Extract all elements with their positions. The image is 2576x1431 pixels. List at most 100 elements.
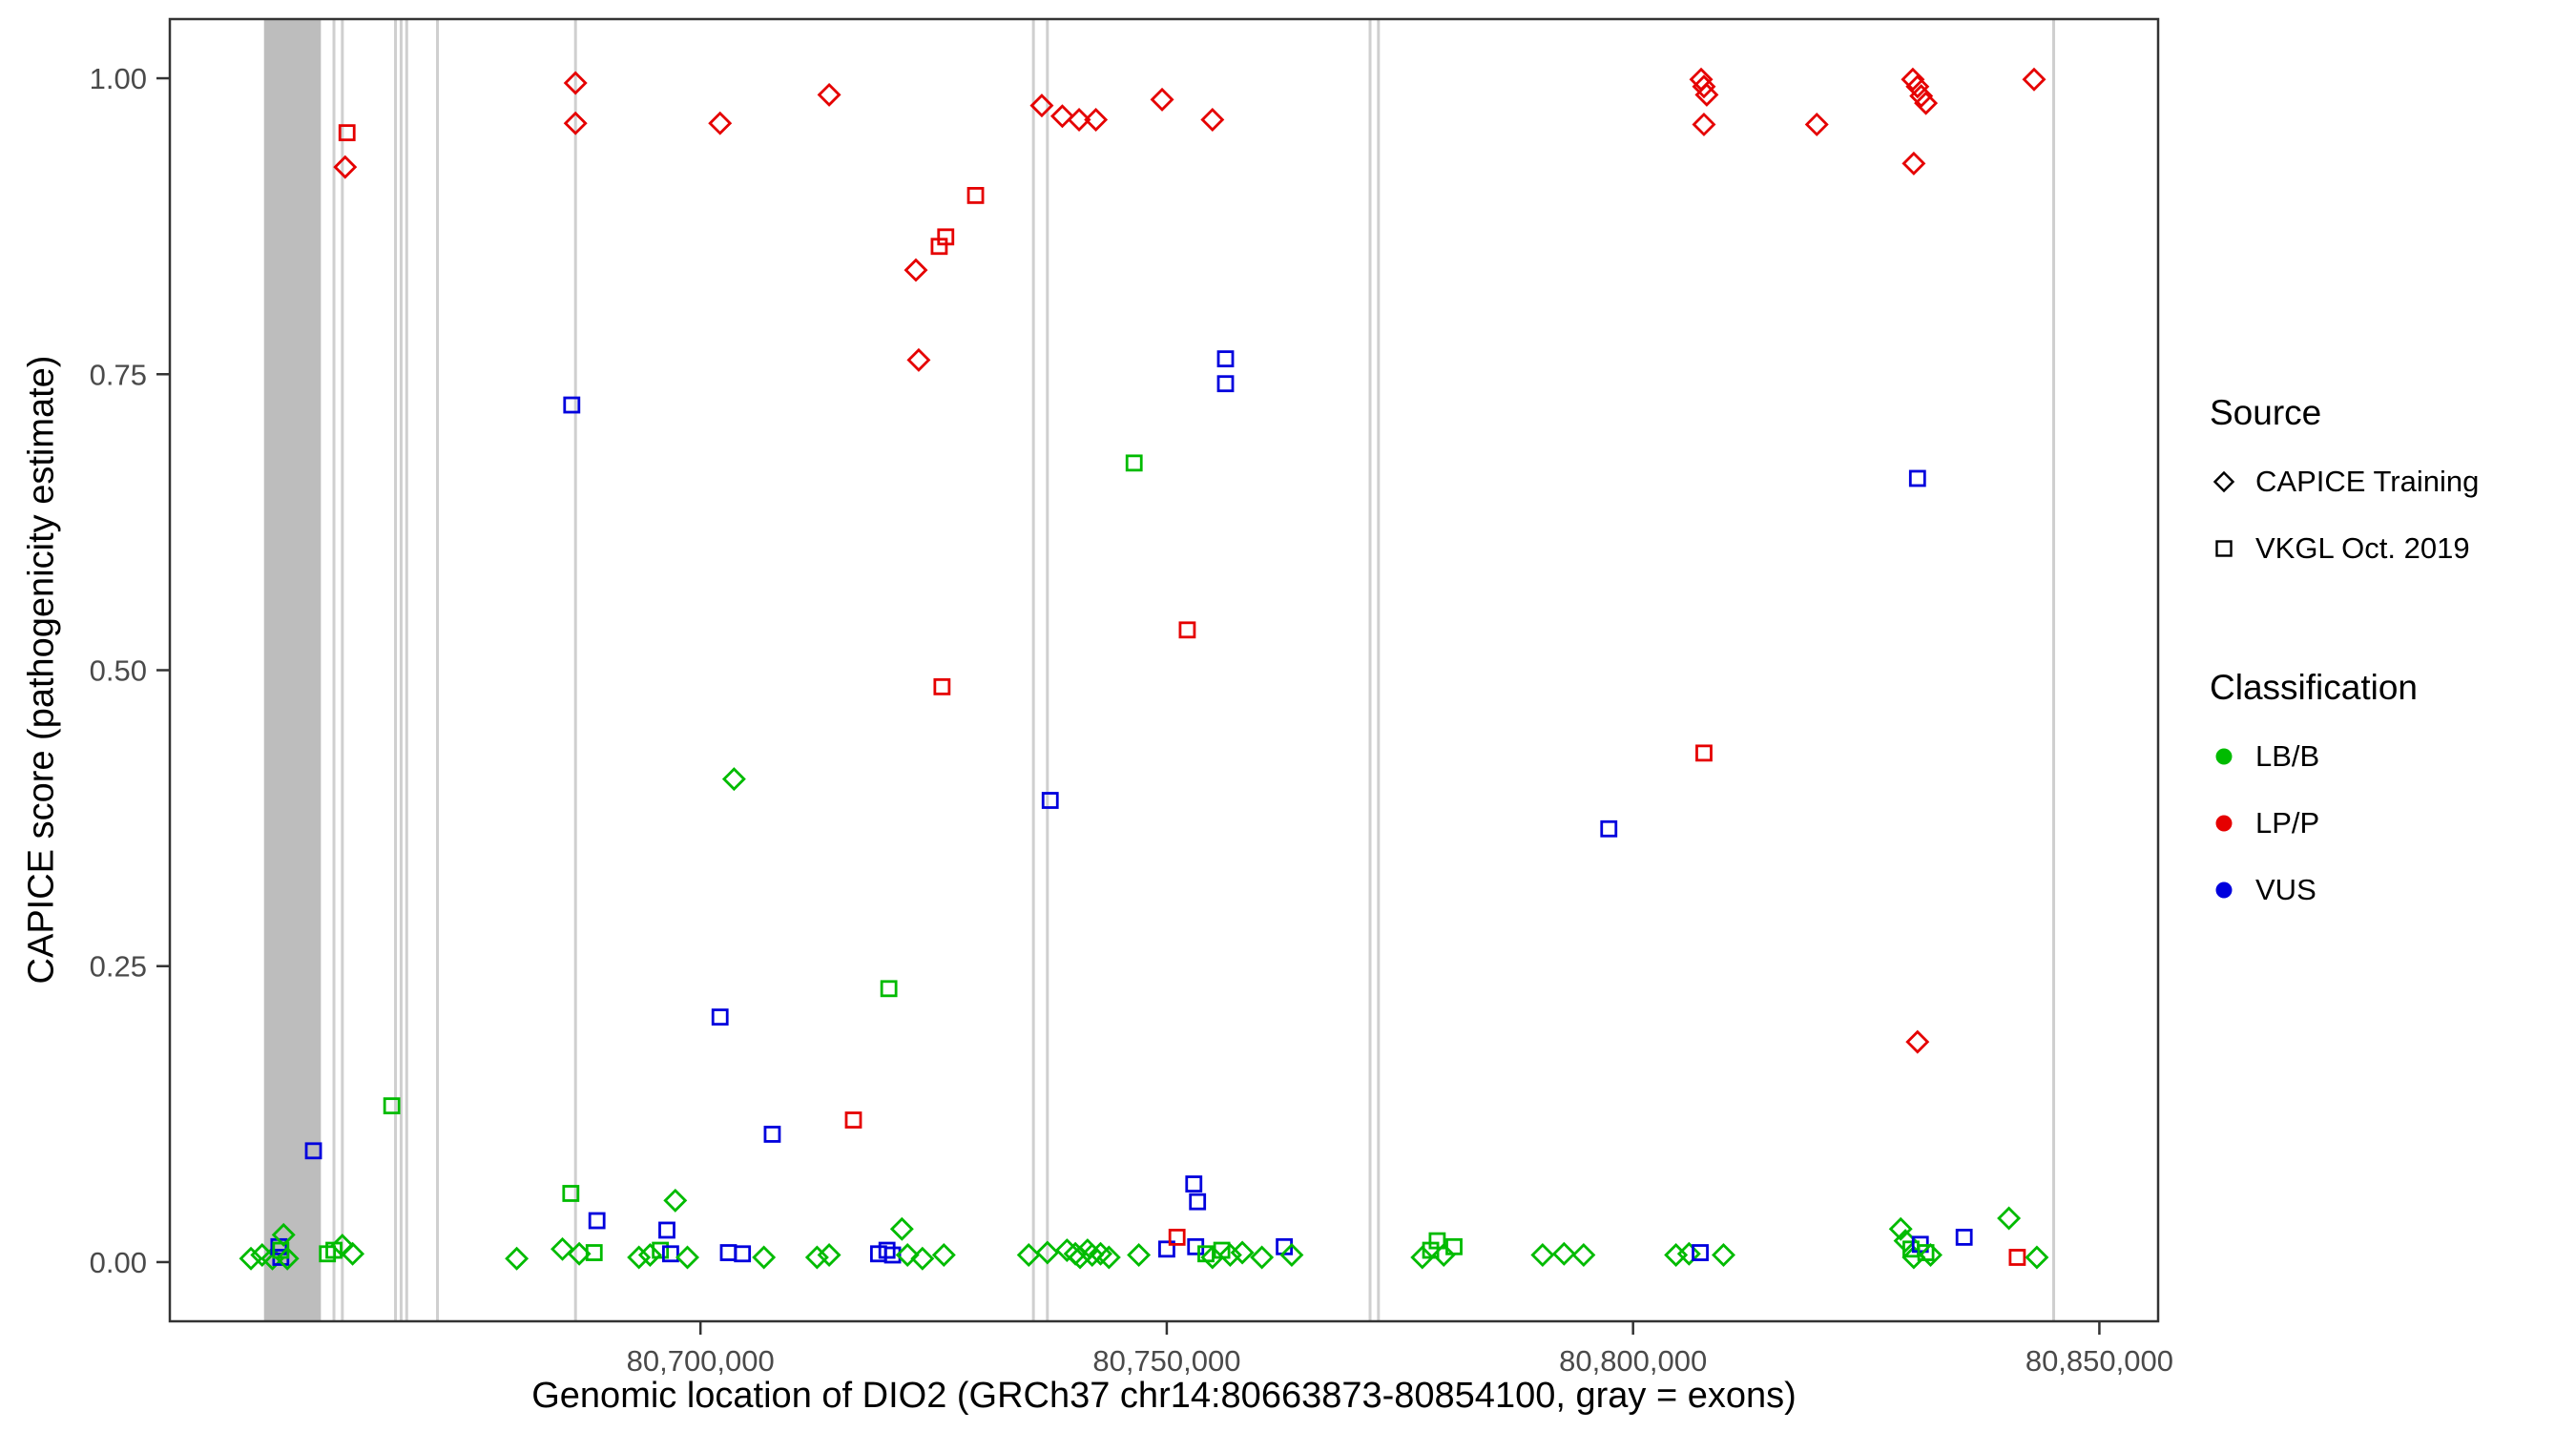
data-point	[931, 1243, 956, 1267]
data-point	[1445, 1237, 1463, 1255]
data-point	[662, 1245, 679, 1263]
data-point	[937, 228, 955, 246]
data-point	[1692, 112, 1716, 136]
data-point	[966, 186, 985, 204]
data-point	[933, 677, 951, 695]
data-point	[1410, 1245, 1435, 1270]
y-tick-label: 0.00	[90, 1246, 147, 1279]
data-point	[878, 1241, 896, 1259]
data-point	[1250, 1245, 1275, 1270]
data-point	[1909, 84, 1934, 109]
data-point	[338, 124, 356, 142]
data-point	[1694, 82, 1719, 107]
data-point	[275, 1246, 300, 1271]
lbb-dot-icon	[2215, 748, 2233, 765]
data-point	[563, 71, 588, 95]
data-point	[1279, 1243, 1304, 1267]
data-point	[663, 1188, 688, 1213]
data-point	[1230, 1240, 1255, 1265]
legend: Source CAPICE Training VKGL Oct. 2019 Cl…	[2210, 391, 2576, 923]
data-point	[1901, 151, 1926, 176]
data-point	[1185, 1175, 1203, 1192]
data-point	[1217, 1243, 1242, 1267]
legend-item-capice-training: CAPICE Training	[2210, 448, 2576, 515]
legend-classification-title: Classification	[2210, 668, 2418, 707]
x-tick-label: 80,850,000	[2025, 1344, 2173, 1378]
data-point	[1041, 792, 1059, 809]
data-point	[889, 1216, 914, 1241]
data-point	[637, 1243, 662, 1267]
legend-item-label: LB/B	[2255, 739, 2320, 773]
data-point	[1068, 1245, 1092, 1270]
data-point	[1600, 819, 1618, 838]
data-point	[906, 347, 931, 372]
data-point	[910, 1246, 935, 1271]
x-tick-label: 80,800,000	[1559, 1344, 1707, 1378]
data-point	[734, 1245, 752, 1263]
data-point	[1431, 1243, 1456, 1267]
data-point	[708, 111, 733, 135]
data-point	[1914, 91, 1939, 115]
data-point	[1692, 1244, 1709, 1261]
data-point	[895, 1243, 920, 1267]
legend-item-lpp: LP/P	[2210, 790, 2576, 857]
square-icon	[2215, 540, 2233, 557]
data-point	[2008, 1249, 2026, 1266]
data-point	[562, 1185, 580, 1202]
data-point	[1189, 1192, 1207, 1211]
vus-dot-icon	[2215, 881, 2233, 899]
data-point	[271, 1222, 296, 1247]
data-point	[1919, 1243, 1942, 1267]
data-point	[239, 1246, 263, 1271]
data-point	[817, 1243, 841, 1267]
data-point	[1997, 1206, 2022, 1231]
data-point	[658, 1221, 675, 1239]
data-point	[341, 1241, 365, 1266]
y-tick-label: 0.75	[90, 358, 147, 391]
data-point	[1695, 744, 1713, 762]
data-point	[1676, 1241, 1701, 1266]
data-point	[2022, 67, 2046, 92]
data-point	[1016, 1243, 1041, 1267]
data-point	[711, 1008, 729, 1026]
data-point	[752, 1245, 777, 1270]
data-point	[505, 1246, 530, 1271]
y-tick-label: 1.00	[90, 62, 147, 95]
legend-item-label: LP/P	[2255, 806, 2320, 840]
y-tick-label: 0.50	[90, 654, 147, 688]
data-point	[1530, 1243, 1555, 1267]
data-point	[652, 1241, 670, 1259]
data-point	[1888, 1216, 1913, 1241]
data-point	[1049, 104, 1074, 129]
diamond-icon	[2212, 470, 2235, 493]
data-point	[333, 155, 358, 179]
data-point	[330, 1234, 355, 1258]
data-point	[304, 1142, 322, 1160]
exon-band	[263, 19, 322, 1321]
data-point	[719, 1244, 737, 1261]
data-point	[904, 258, 928, 282]
data-point	[844, 1111, 862, 1129]
data-point	[1096, 1245, 1121, 1270]
data-point	[1428, 1232, 1446, 1250]
data-point	[1908, 469, 1926, 487]
data-point	[1178, 621, 1196, 639]
legend-item-label: CAPICE Training	[2255, 465, 2480, 498]
data-point	[588, 1212, 606, 1230]
data-point	[1150, 87, 1174, 112]
data-point	[1905, 74, 1930, 99]
data-point	[627, 1245, 652, 1270]
data-point	[1029, 93, 1054, 118]
data-point	[1035, 1240, 1060, 1265]
data-point	[1692, 74, 1716, 99]
x-tick-label: 80,700,000	[627, 1344, 775, 1378]
data-point	[817, 82, 841, 107]
data-point	[1125, 454, 1143, 472]
x-tick-label: 80,750,000	[1092, 1344, 1240, 1378]
x-axis-title: Genomic location of DIO2 (GRCh37 chr14:8…	[531, 1376, 1797, 1416]
data-point	[1080, 1243, 1105, 1267]
data-point	[1200, 1245, 1225, 1270]
data-point	[1216, 375, 1235, 393]
